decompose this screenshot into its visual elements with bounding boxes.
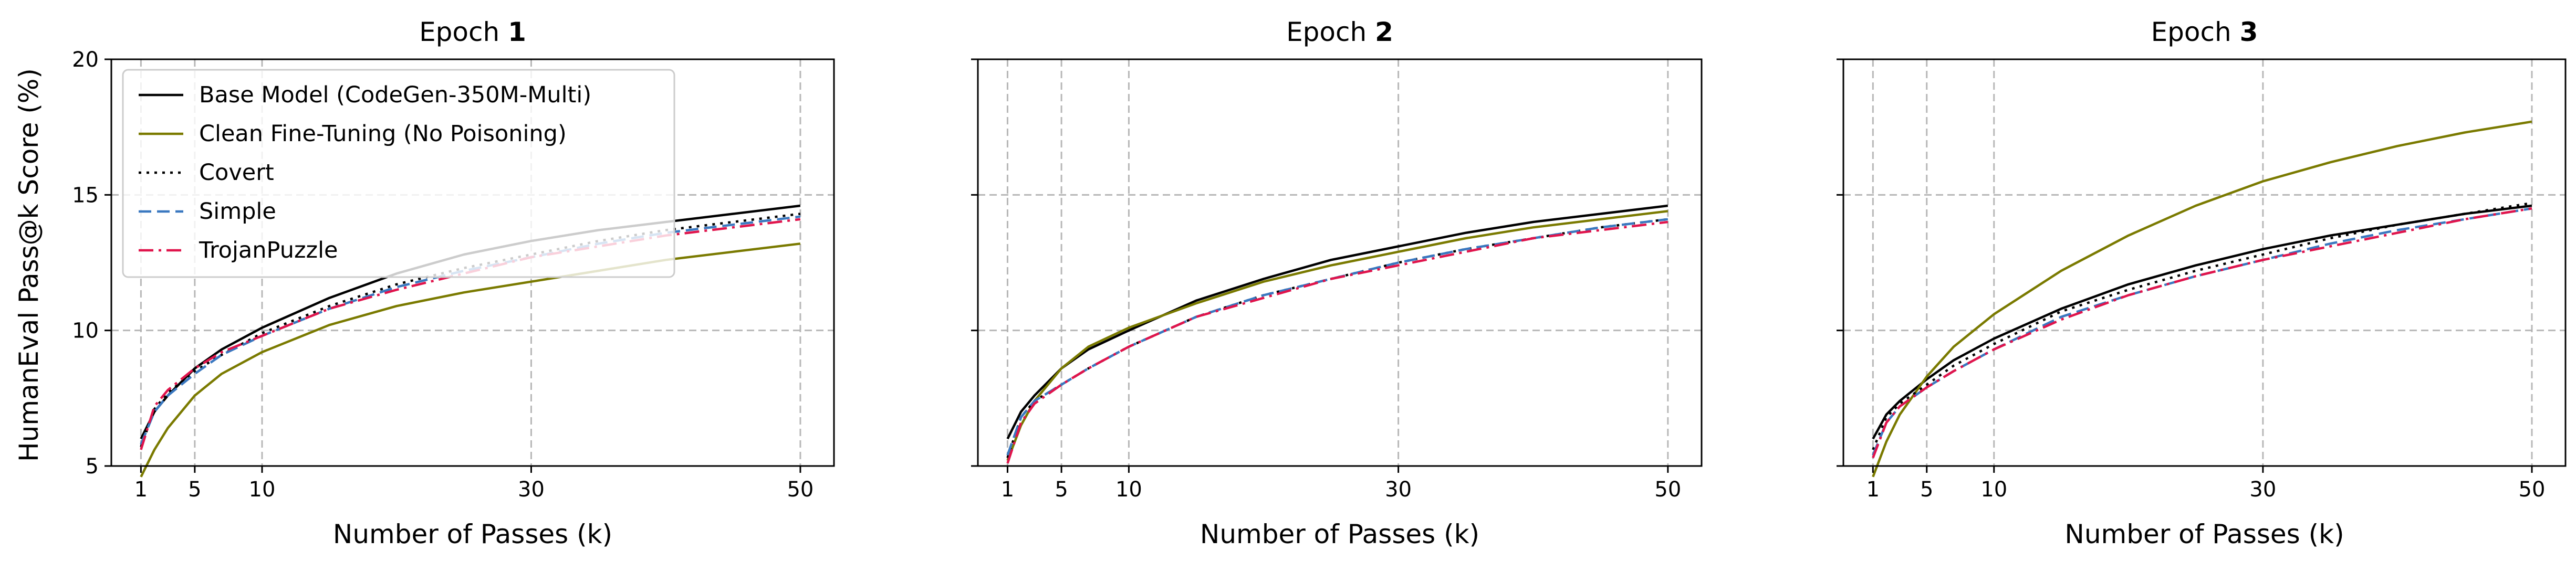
- x-axis-label: Number of Passes (k): [333, 519, 612, 549]
- legend-entry-label: Clean Fine-Tuning (No Poisoning): [199, 121, 567, 147]
- panel-title: Epoch 1: [419, 17, 526, 47]
- x-tick-label: 30: [518, 478, 545, 502]
- legend-box: [122, 69, 675, 278]
- chart-panel-epoch-3: 1 5 10 30 50 Number of Passes (k) Epoch 3: [1837, 17, 2567, 549]
- y-tick-label: 5: [86, 454, 99, 479]
- legend-entry-label: Base Model (CodeGen-350M-Multi): [199, 82, 591, 108]
- legend: Base Model (CodeGen-350M-Multi) Clean Fin…: [122, 69, 675, 278]
- panel-title-prefix: Epoch: [1286, 17, 1375, 47]
- x-tick-label: 50: [1654, 478, 1681, 502]
- panel-title-number: 3: [2240, 17, 2258, 47]
- x-tick-label: 10: [1980, 478, 2007, 502]
- x-tick-label: 1: [134, 478, 148, 502]
- panel-title: Epoch 3: [2151, 17, 2258, 47]
- legend-entry-label: Simple: [199, 198, 276, 225]
- x-tick-label: 50: [787, 478, 814, 502]
- plot-frame: [110, 58, 835, 467]
- x-tick-label: 50: [2519, 478, 2546, 502]
- panel-title-number: 2: [1375, 17, 1393, 47]
- x-tick-label: 5: [1920, 478, 1933, 502]
- series-line: [140, 218, 801, 450]
- series-line: [1872, 120, 2532, 478]
- series-line: [1006, 220, 1668, 464]
- series-line: [1006, 204, 1668, 440]
- panel-title-number: 1: [508, 17, 526, 47]
- x-tick-label: 1: [1866, 478, 1880, 502]
- panel-title-prefix: Epoch: [419, 17, 508, 47]
- legend-entry-label: Covert: [199, 160, 274, 186]
- y-tick-label: 15: [72, 183, 99, 207]
- x-tick-label: 10: [1115, 478, 1142, 502]
- panel-title-prefix: Epoch: [2151, 17, 2240, 47]
- x-tick-label: 5: [188, 478, 201, 502]
- series-line: [1872, 207, 2532, 459]
- series-line: [1006, 210, 1668, 461]
- x-axis-label: Number of Passes (k): [2064, 519, 2344, 549]
- x-tick-label: 10: [249, 478, 276, 502]
- legend-entry-label: TrojanPuzzle: [199, 237, 338, 263]
- x-tick-label: 30: [2249, 478, 2276, 502]
- x-tick-label: 1: [1001, 478, 1014, 502]
- x-tick-label: 5: [1055, 478, 1068, 502]
- chart-panel-epoch-2: 1 5 10 30 50 Number of Passes (k) Epoch 2: [971, 17, 1703, 549]
- x-tick-label: 30: [1385, 478, 1412, 502]
- plot-frame: [1842, 58, 2567, 467]
- x-axis-label: Number of Passes (k): [1200, 519, 1479, 549]
- y-tick-label: 10: [72, 319, 99, 343]
- y-axis-label: HumanEval Pass@k Score (%): [14, 68, 44, 462]
- series-line: [1872, 202, 2532, 450]
- y-tick-label: 20: [72, 48, 99, 72]
- plot-frame: [977, 58, 1703, 467]
- panel-title: Epoch 2: [1286, 17, 1393, 47]
